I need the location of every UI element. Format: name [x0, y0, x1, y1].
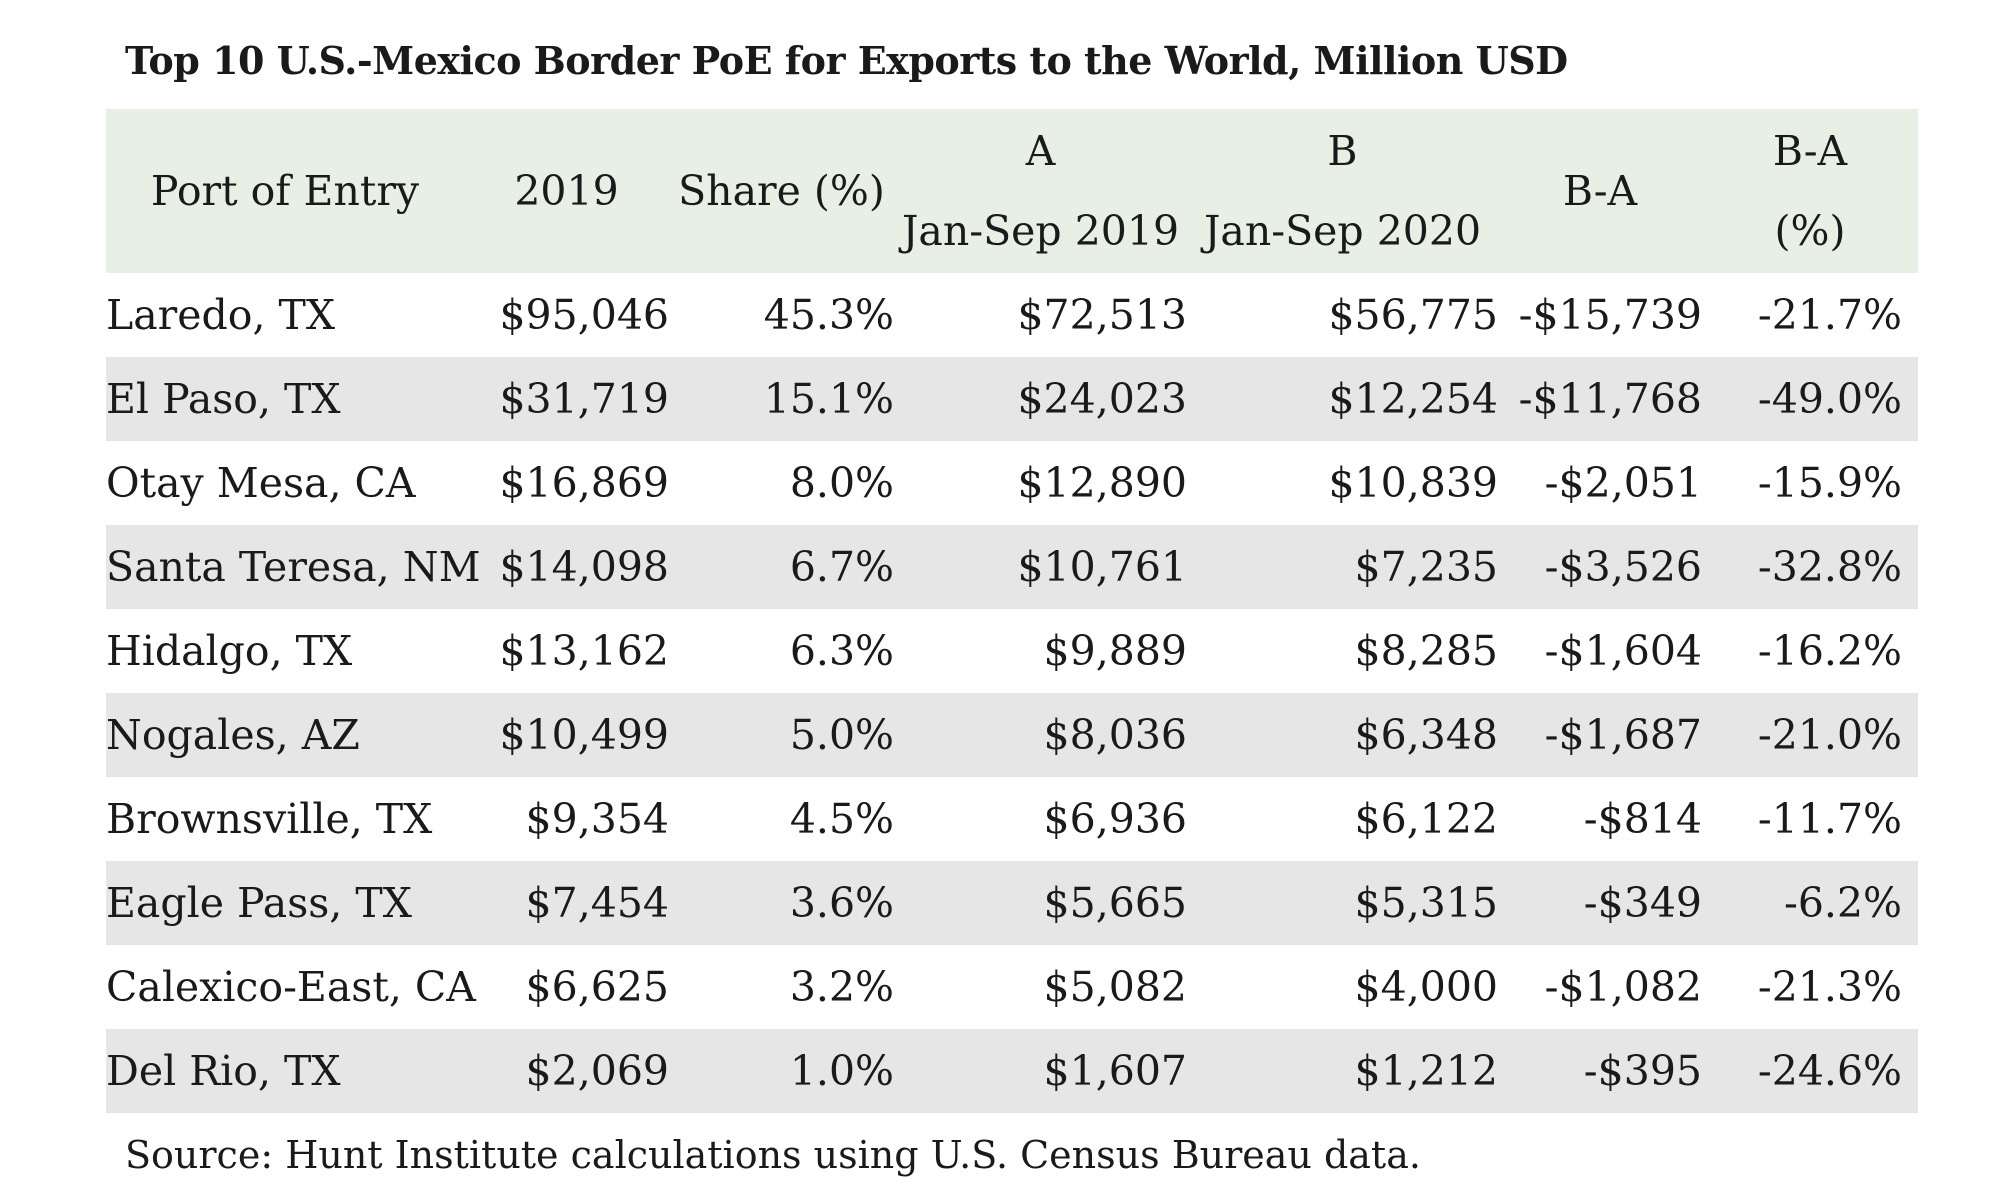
cell-share: 8.0%: [789, 459, 894, 507]
col-header-2019: 2019: [514, 167, 619, 215]
cell-share: 15.1%: [763, 375, 894, 423]
cell-2019: $16,869: [499, 459, 669, 507]
cell-share: 1.0%: [789, 1047, 894, 1095]
table-row: El Paso, TX $31,719 15.1% $24,023 $12,254 -$1…: [106, 357, 1918, 441]
cell-share: 6.3%: [789, 627, 894, 675]
cell-b-minus-a: -$3,526: [1544, 543, 1702, 591]
cell-b-minus-a: -$1,604: [1544, 627, 1702, 675]
cell-port: Calexico-East, CA: [106, 963, 476, 1011]
cell-share: 6.7%: [789, 543, 894, 591]
cell-port: Eagle Pass, TX: [106, 879, 412, 927]
cell-b-minus-a: -$2,051: [1544, 459, 1702, 507]
cell-port: Laredo, TX: [106, 291, 336, 339]
cell-b-minus-a-pct: -11.7%: [1757, 795, 1902, 843]
col-header-ba: B-A: [1562, 167, 1638, 215]
table-row: Laredo, TX $95,046 45.3% $72,513 $56,775 -$15…: [106, 273, 1918, 357]
cell-b-minus-a-pct: -21.3%: [1757, 963, 1902, 1011]
cell-jan-sep-2020: $12,254: [1328, 375, 1498, 423]
cell-2019: $6,625: [525, 963, 669, 1011]
cell-port: Brownsville, TX: [106, 795, 433, 843]
cell-port: Santa Teresa, NM: [106, 543, 481, 591]
table-body: Laredo, TX $95,046 45.3% $72,513 $56,775 -$15…: [106, 273, 1918, 1113]
source-note: Source: Hunt Institute calculations usin…: [125, 1133, 1421, 1177]
cell-share: 5.0%: [789, 711, 894, 759]
table-row: Santa Teresa, NM $14,098 6.7% $10,761 $7,235…: [106, 525, 1918, 609]
cell-b-minus-a-pct: -15.9%: [1757, 459, 1902, 507]
cell-b-minus-a-pct: -24.6%: [1757, 1047, 1902, 1095]
cell-jan-sep-2020: $1,212: [1354, 1047, 1498, 1095]
cell-jan-sep-2019: $10,761: [1017, 543, 1187, 591]
col-header-port: Port of Entry: [150, 167, 420, 215]
cell-2019: $9,354: [525, 795, 669, 843]
cell-2019: $7,454: [525, 879, 669, 927]
cell-2019: $31,719: [499, 375, 669, 423]
cell-b-minus-a: -$15,739: [1518, 291, 1702, 339]
cell-jan-sep-2019: $72,513: [1017, 291, 1187, 339]
table-title: Top 10 U.S.-Mexico Border PoE for Export…: [125, 38, 1568, 83]
table-row: Eagle Pass, TX $7,454 3.6% $5,665 $5,315 -$34…: [106, 861, 1918, 945]
cell-jan-sep-2020: $8,285: [1354, 627, 1498, 675]
cell-jan-sep-2019: $5,665: [1043, 879, 1187, 927]
col-header-a-bottom: Jan-Sep 2019: [901, 207, 1180, 255]
cell-jan-sep-2019: $6,936: [1043, 795, 1187, 843]
cell-jan-sep-2019: $5,082: [1043, 963, 1187, 1011]
cell-share: 3.6%: [789, 879, 894, 927]
cell-b-minus-a: -$349: [1583, 879, 1702, 927]
cell-2019: $2,069: [525, 1047, 669, 1095]
cell-2019: $95,046: [499, 291, 669, 339]
table-row: Del Rio, TX $2,069 1.0% $1,607 $1,212 -$395 -2…: [106, 1029, 1918, 1113]
cell-port: El Paso, TX: [106, 375, 341, 423]
cell-jan-sep-2020: $4,000: [1354, 963, 1498, 1011]
cell-jan-sep-2019: $1,607: [1043, 1047, 1187, 1095]
cell-jan-sep-2020: $7,235: [1354, 543, 1498, 591]
col-header-ba-pct-bottom: (%): [1774, 207, 1846, 255]
cell-b-minus-a: -$1,687: [1544, 711, 1702, 759]
cell-b-minus-a-pct: -21.0%: [1757, 711, 1902, 759]
col-header-a-top: A: [1025, 127, 1056, 175]
cell-2019: $14,098: [499, 543, 669, 591]
cell-b-minus-a-pct: -49.0%: [1757, 375, 1902, 423]
cell-jan-sep-2019: $12,890: [1017, 459, 1187, 507]
exports-table: Port of Entry 2019 Share (%) A Jan-Sep 2…: [106, 109, 1918, 1113]
cell-jan-sep-2020: $10,839: [1328, 459, 1498, 507]
cell-share: 4.5%: [789, 795, 894, 843]
cell-share: 45.3%: [763, 291, 894, 339]
cell-port: Hidalgo, TX: [106, 627, 353, 675]
cell-jan-sep-2019: $8,036: [1043, 711, 1187, 759]
col-header-b-bottom: Jan-Sep 2020: [1203, 207, 1482, 255]
cell-jan-sep-2020: $5,315: [1354, 879, 1498, 927]
header-row: Port of Entry 2019 Share (%) A Jan-Sep 2…: [106, 109, 1918, 273]
cell-jan-sep-2020: $6,348: [1354, 711, 1498, 759]
col-header-b-top: B: [1327, 127, 1358, 175]
cell-b-minus-a: -$395: [1583, 1047, 1702, 1095]
table-row: Hidalgo, TX $13,162 6.3% $9,889 $8,285 -$1,60…: [106, 609, 1918, 693]
col-header-b: B Jan-Sep 2020: [1187, 109, 1498, 273]
table-row: Nogales, AZ $10,499 5.0% $8,036 $6,348 -$1,68…: [106, 693, 1918, 777]
cell-jan-sep-2019: $24,023: [1017, 375, 1187, 423]
cell-port: Nogales, AZ: [106, 711, 360, 759]
cell-jan-sep-2020: $56,775: [1328, 291, 1498, 339]
cell-port: Del Rio, TX: [106, 1047, 341, 1095]
cell-b-minus-a: -$1,082: [1544, 963, 1702, 1011]
table-row: Otay Mesa, CA $16,869 8.0% $12,890 $10,839 -$…: [106, 441, 1918, 525]
cell-b-minus-a-pct: -32.8%: [1757, 543, 1902, 591]
cell-jan-sep-2020: $6,122: [1354, 795, 1498, 843]
col-header-ba-pct: B-A (%): [1702, 109, 1918, 273]
cell-jan-sep-2019: $9,889: [1043, 627, 1187, 675]
cell-share: 3.2%: [789, 963, 894, 1011]
col-header-ba-pct-top: B-A: [1772, 127, 1848, 175]
cell-b-minus-a-pct: -6.2%: [1783, 879, 1902, 927]
table-row: Calexico-East, CA $6,625 3.2% $5,082 $4,000-…: [106, 945, 1918, 1029]
cell-b-minus-a-pct: -21.7%: [1757, 291, 1902, 339]
cell-port: Otay Mesa, CA: [106, 459, 416, 507]
col-header-a: A Jan-Sep 2019: [894, 109, 1187, 273]
table-row: Brownsville, TX $9,354 4.5% $6,936 $6,122 -$8…: [106, 777, 1918, 861]
cell-2019: $10,499: [499, 711, 669, 759]
cell-b-minus-a-pct: -16.2%: [1757, 627, 1902, 675]
cell-2019: $13,162: [499, 627, 669, 675]
cell-b-minus-a: -$814: [1583, 795, 1702, 843]
col-header-share: Share (%): [678, 167, 885, 215]
cell-b-minus-a: -$11,768: [1518, 375, 1702, 423]
